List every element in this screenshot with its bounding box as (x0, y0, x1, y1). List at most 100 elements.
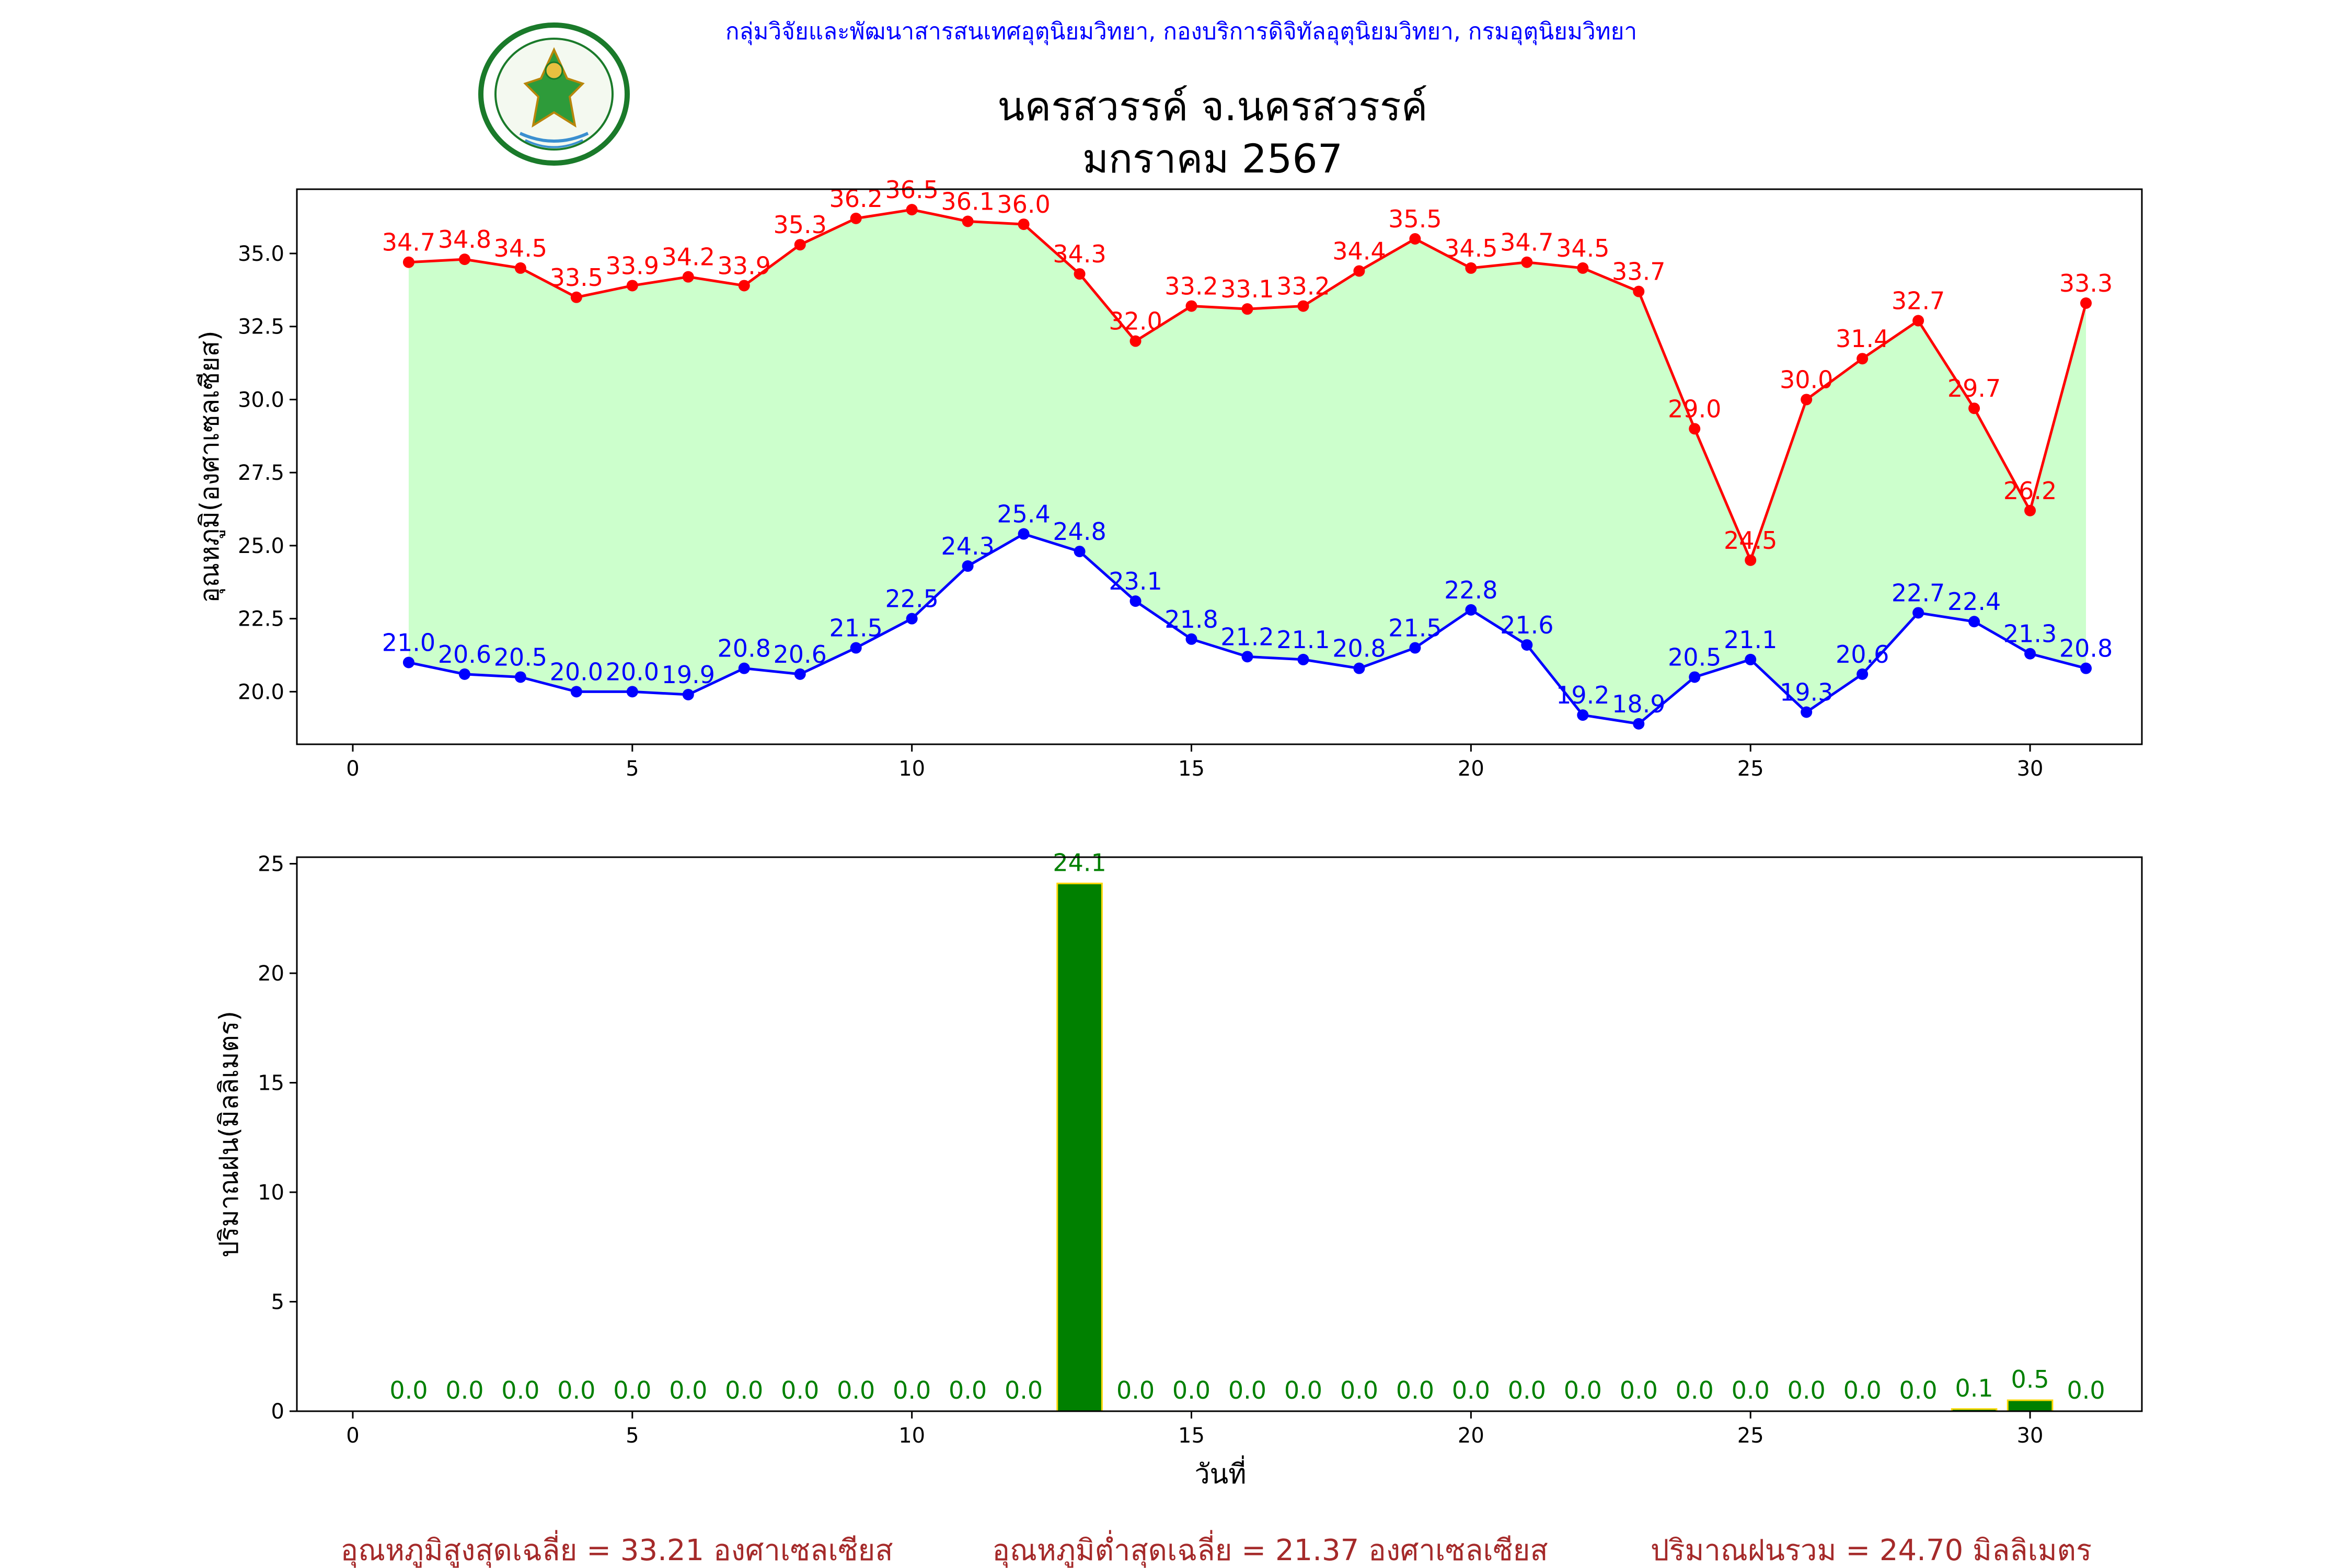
tmin-point (1577, 709, 1589, 721)
rainfall-data-label: 0.0 (725, 1376, 763, 1404)
rainfall-y-axis-label: ปริมาณฝน(มิลลิเมตร) (214, 1011, 244, 1258)
y-tick-label: 10 (258, 1181, 284, 1205)
tmax-point (1409, 233, 1421, 245)
rainfall-data-label: 0.0 (445, 1376, 483, 1404)
y-tick-label: 25 (258, 852, 284, 877)
tmin-data-label: 20.0 (550, 658, 603, 686)
tmin-point (794, 668, 806, 680)
x-tick-label: 10 (898, 757, 925, 781)
tmax-point (1577, 262, 1589, 274)
tmax-data-label: 34.3 (1053, 240, 1106, 268)
temperature-band-fill (408, 210, 2086, 724)
tmin-point (1465, 604, 1477, 616)
tmin-point (1633, 718, 1645, 730)
tmin-point (1745, 653, 1757, 665)
tmax-point (1968, 402, 1980, 414)
station-title: นครสวรรค์ จ.นครสวรรค์ (997, 83, 1427, 130)
rainfall-bar (1056, 882, 1103, 1412)
x-tick-label: 20 (1458, 1424, 1484, 1448)
rainfall-data-label: 0.0 (1732, 1376, 1770, 1404)
tmax-point (458, 253, 470, 266)
tmin-data-label: 20.8 (1332, 635, 1386, 663)
tmin-data-label: 20.0 (606, 658, 659, 686)
x-tick-label: 20 (1458, 757, 1484, 781)
tmin-point (738, 662, 750, 674)
tmax-data-label: 34.4 (1332, 237, 1386, 266)
tmax-point (1465, 262, 1477, 274)
tmin-data-label: 21.3 (2003, 620, 2057, 648)
tmax-point (738, 280, 750, 292)
rainfall-data-label: 0.0 (669, 1376, 707, 1404)
rainfall-data-label: 0.0 (557, 1376, 595, 1404)
tmin-data-label: 21.1 (1724, 626, 1777, 654)
tmin-point (1018, 528, 1030, 540)
tmin-point (1409, 642, 1421, 654)
rainfall-data-label: 0.0 (1005, 1376, 1043, 1404)
rainfall-data-label: 0.0 (613, 1376, 651, 1404)
tmin-data-label: 21.8 (1165, 605, 1218, 633)
rainfall-data-label: 0.0 (1508, 1376, 1546, 1404)
y-tick-label: 20 (258, 962, 284, 986)
rainfall-chart: 0.0 0.0 0.0 0.0 0.0 0.0 0.0 0.0 0.0 0.0 0.0 0.0 24.1… (214, 848, 2143, 1490)
y-tick-label: 25.0 (238, 534, 284, 558)
rainfall-data-label: 0.0 (1620, 1376, 1658, 1404)
tmin-data-label: 19.2 (1556, 681, 1609, 709)
tmax-data-label: 33.5 (550, 263, 603, 292)
meteorological-department-logo (478, 22, 630, 166)
tmax-point (1857, 353, 1869, 365)
tmax-point (1633, 285, 1645, 297)
tmin-data-label: 22.8 (1444, 576, 1497, 604)
tmax-point (1353, 265, 1365, 277)
tmax-data-label: 33.3 (2059, 269, 2113, 297)
tmin-point (906, 613, 918, 625)
y-tick-label: 22.5 (238, 607, 284, 631)
tmax-point (2080, 297, 2092, 309)
x-tick-label: 5 (626, 1424, 639, 1448)
temperature-plot-frame (296, 188, 2143, 745)
tmin-point (1912, 607, 1924, 619)
tmin-data-label: 24.3 (941, 532, 994, 560)
x-tick-label: 30 (2017, 757, 2044, 781)
tmin-point (2024, 648, 2036, 660)
tmin-point (1185, 633, 1197, 645)
tmin-point (626, 686, 638, 698)
tmax-data-label: 34.7 (382, 228, 435, 257)
rainfall-bar (2007, 1399, 2054, 1412)
tmin-point (1968, 616, 1980, 628)
rainfall-plot-frame (296, 856, 2143, 1412)
rainfall-data-label: 0.0 (1284, 1376, 1322, 1404)
tmax-data-label: 33.9 (606, 251, 659, 280)
y-tick-label: 15 (258, 1071, 284, 1096)
tmin-data-label: 20.8 (718, 635, 771, 663)
rainfall-y-ticks: 0 5 10 15 20 25 (258, 852, 297, 1424)
tmax-point (1912, 315, 1924, 327)
tmax-point (2024, 504, 2036, 516)
rainfall-data-label: 0.0 (1843, 1376, 1882, 1404)
tmin-data-label: 18.9 (1612, 690, 1665, 718)
y-tick-label: 30.0 (238, 388, 284, 412)
tmax-data-label: 34.5 (494, 234, 547, 262)
tmin-point (1297, 653, 1309, 665)
tmax-data-label: 33.2 (1165, 272, 1218, 301)
rainfall-data-label: 0.5 (2011, 1365, 2049, 1393)
tmax-data-label: 33.2 (1276, 272, 1330, 301)
x-tick-label: 5 (626, 757, 639, 781)
x-tick-label: 10 (898, 1424, 925, 1448)
rainfall-x-axis-label: วันที่ (1194, 1455, 1246, 1490)
tmax-point (1074, 268, 1086, 280)
tmax-point (514, 262, 526, 274)
tmin-data-label: 23.1 (1109, 567, 1162, 595)
tmax-point (1745, 554, 1757, 566)
x-tick-label: 30 (2017, 1424, 2044, 1448)
tmin-data-label: 20.6 (438, 640, 491, 668)
y-tick-label: 27.5 (238, 461, 284, 485)
tmin-point (1857, 668, 1869, 680)
x-tick-label: 25 (1737, 757, 1764, 781)
rainfall-data-label: 0.0 (1564, 1376, 1602, 1404)
tmin-data-label: 20.5 (1668, 643, 1721, 671)
tmax-point (1018, 218, 1030, 230)
tmax-data-label: 24.5 (1724, 526, 1777, 555)
tmin-point (850, 642, 862, 654)
tmin-data-label: 20.8 (2059, 635, 2113, 663)
tmin-point (682, 688, 694, 700)
